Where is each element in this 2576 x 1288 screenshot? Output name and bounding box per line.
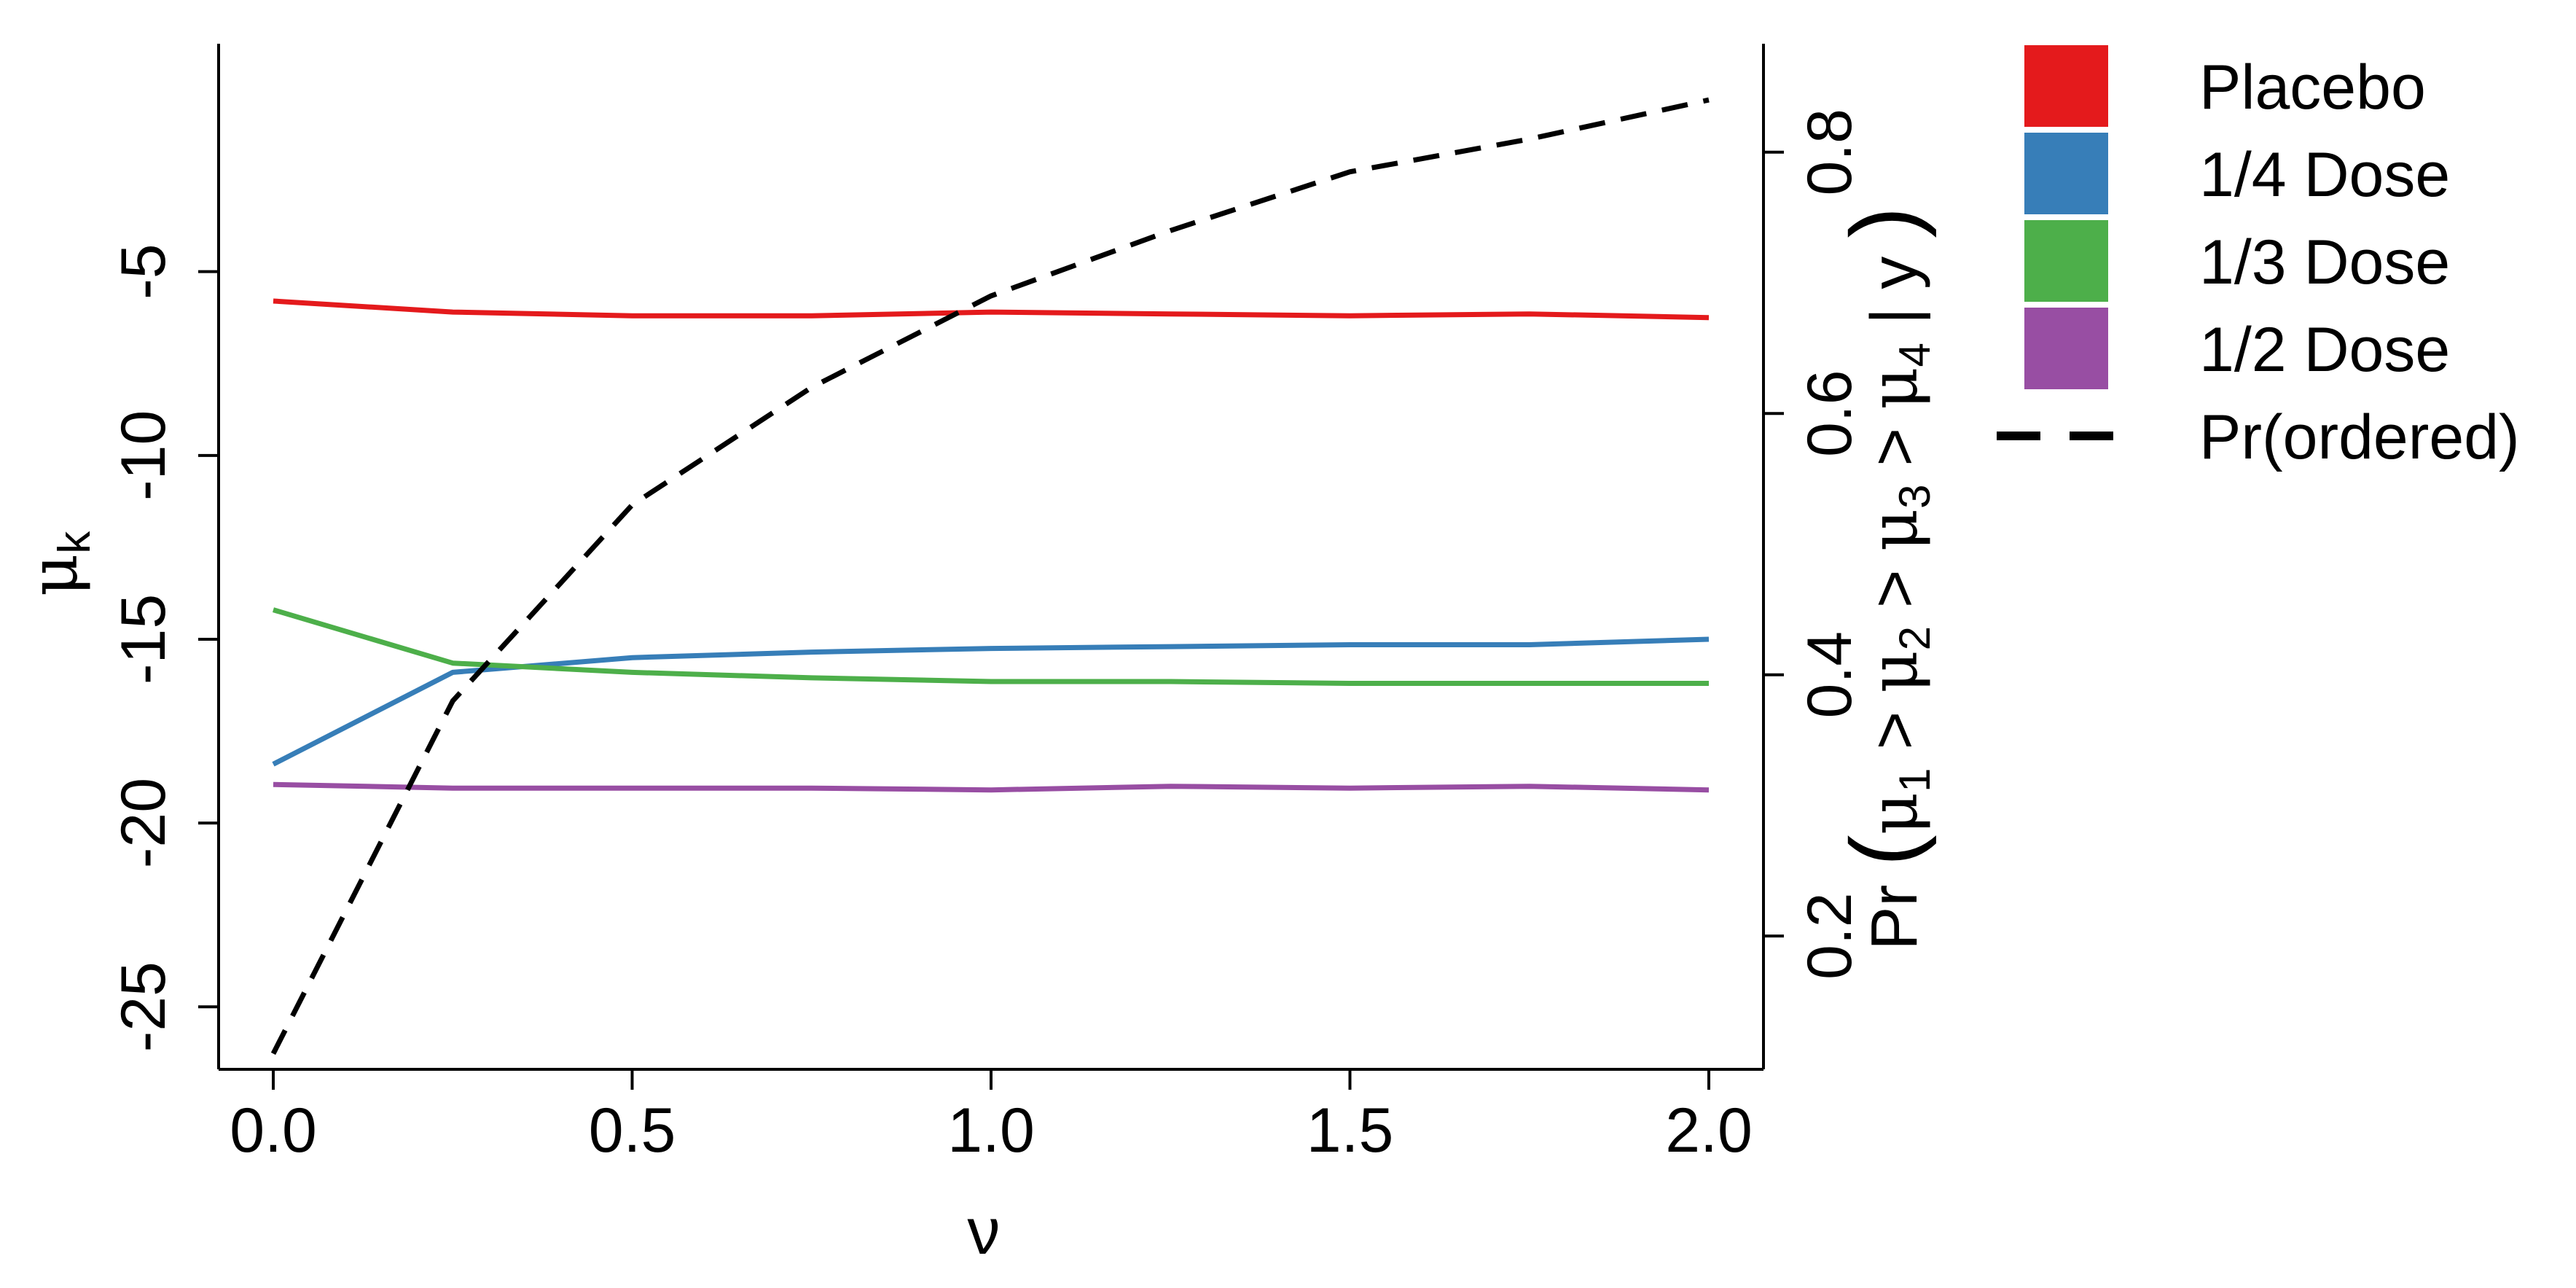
series-line-1-3-dose bbox=[273, 607, 1709, 686]
x-tick-label: 1.5 bbox=[1307, 1096, 1394, 1166]
y2-tick-label: 0.8 bbox=[1795, 109, 1865, 196]
y-tick-label: -5 bbox=[109, 243, 179, 299]
y2-tick-label: 0.4 bbox=[1795, 631, 1865, 719]
y-axis-label: μk bbox=[16, 531, 100, 597]
series-line-pr-ordered bbox=[270, 97, 1710, 1055]
legend-swatch-1-3-dose bbox=[2024, 220, 2108, 302]
legend-swatch-1-4-dose bbox=[2024, 133, 2108, 214]
legend-swatch-placebo bbox=[2024, 45, 2108, 127]
y-tick-label: -20 bbox=[109, 778, 179, 868]
axes: 0.0 0.5 1.0 1.5 2.0 -5 -10 -15 -20 -25 0.2 0.4 0.6 0.… bbox=[16, 44, 1939, 1268]
x-tick-label: 1.0 bbox=[947, 1096, 1035, 1166]
series-line-1-4-dose bbox=[272, 636, 1710, 767]
legend-label-pr-ordered: Pr(ordered) bbox=[2199, 402, 2520, 472]
plot-lines bbox=[270, 97, 1710, 1055]
legend-label-1-3-dose: 1/3 Dose bbox=[2199, 227, 2450, 297]
legend-label-1-2-dose: 1/2 Dose bbox=[2199, 315, 2450, 385]
legend-label-placebo: Placebo bbox=[2199, 52, 2426, 122]
y-tick-label: -10 bbox=[109, 410, 179, 501]
y-tick-label: -25 bbox=[109, 961, 179, 1052]
x-tick-label: 0.5 bbox=[589, 1096, 676, 1166]
x-tick-label: 0.0 bbox=[230, 1096, 317, 1166]
y2-tick-label: 0.6 bbox=[1795, 370, 1865, 457]
legend-label-1-4-dose: 1/4 Dose bbox=[2199, 140, 2450, 210]
y-tick-label: -15 bbox=[109, 594, 179, 684]
x-tick-label: 2.0 bbox=[1665, 1096, 1753, 1166]
series-line-placebo bbox=[273, 298, 1710, 321]
y2-tick-label: 0.2 bbox=[1795, 892, 1865, 980]
legend-swatch-1-2-dose bbox=[2024, 308, 2108, 389]
legend: Placebo 1/4 Dose 1/3 Dose 1/2 Dose Pr(ordere… bbox=[1997, 45, 2520, 472]
x-axis-label: ν bbox=[968, 1195, 1001, 1268]
y2-axis-label: Pr (μ1 > μ2 > μ3 > μ4 | y ) bbox=[1831, 206, 1939, 950]
series-line-1-2-dose bbox=[273, 781, 1710, 793]
